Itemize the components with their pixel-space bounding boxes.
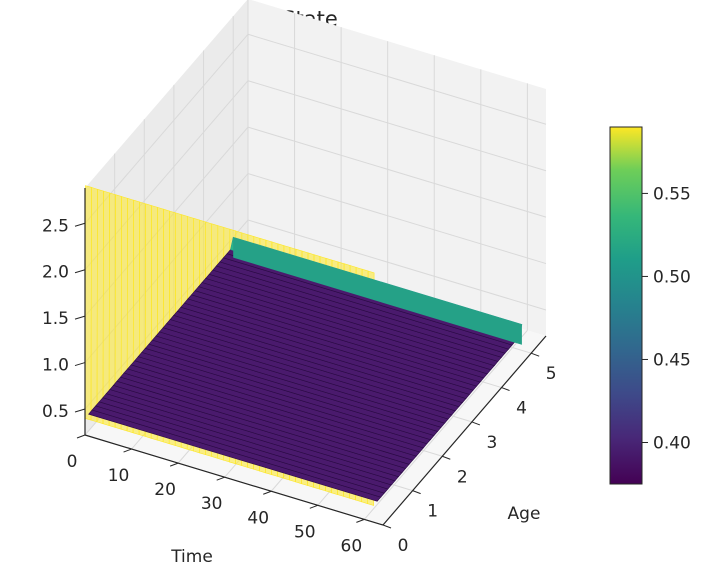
time-tick-label: 60 xyxy=(341,536,363,556)
time-axis-line xyxy=(84,434,384,526)
state-axis-ticks: 0.5 1.0 1.5 2.0 2.5 xyxy=(42,216,86,422)
state-tick-label: 1.5 xyxy=(42,309,69,329)
state-tick-mark xyxy=(74,222,86,227)
age-tick-mark xyxy=(471,421,481,426)
time-tick-label: 10 xyxy=(108,466,130,486)
surface-wall-cell xyxy=(96,188,104,425)
age-tick-label: 4 xyxy=(516,399,527,419)
time-tick-label: 30 xyxy=(201,494,223,514)
colorbar-tick-label: 0.45 xyxy=(653,350,691,370)
colorbar-ticks: 0.40 0.45 0.50 0.55 xyxy=(642,184,691,453)
state-tick-label: 1.0 xyxy=(42,356,69,376)
age-tick-mark xyxy=(531,352,540,357)
time-tick-mark xyxy=(216,476,225,481)
age-tick-label: 3 xyxy=(486,433,497,453)
state-tick-label: 2.5 xyxy=(42,216,69,236)
time-tick-label: 20 xyxy=(154,480,176,500)
colorbar: 0.40 0.45 0.50 0.55 xyxy=(609,126,691,485)
grid-line-state xyxy=(247,33,547,125)
time-tick-mark xyxy=(263,490,272,495)
time-tick-mark xyxy=(309,504,318,509)
grid-line-state xyxy=(247,80,547,172)
colorbar-tick-label: 0.55 xyxy=(653,184,691,204)
pane-back-time xyxy=(248,0,546,336)
grid-line-state xyxy=(247,126,547,218)
time-axis-ticks: 0 10 20 30 40 50 60 xyxy=(67,434,365,556)
surface-edge-age5-front xyxy=(233,237,522,345)
surface-plot xyxy=(84,185,523,506)
age-tick-label: 5 xyxy=(546,364,557,384)
y-axis-label: Age xyxy=(508,504,541,524)
x-axis-label: Time xyxy=(170,547,213,567)
age-tick-label: 1 xyxy=(427,502,438,522)
time-tick-label: 0 xyxy=(67,452,78,472)
age-axis-line xyxy=(382,335,547,526)
axes-edges xyxy=(84,188,547,526)
time-tick-mark xyxy=(356,518,365,523)
grid-line-state xyxy=(84,33,249,224)
grid-line-state xyxy=(247,219,547,311)
time-tick-label: 40 xyxy=(247,508,269,528)
time-tick-mark xyxy=(169,462,179,467)
age-tick-mark xyxy=(382,524,392,529)
state-tick-mark xyxy=(74,269,86,274)
surface-wall-cell xyxy=(102,190,110,427)
age-tick-label: 0 xyxy=(398,536,409,556)
state-tick-mark xyxy=(74,362,86,367)
grid-line-state xyxy=(247,173,547,265)
age-tick-label: 2 xyxy=(457,467,468,487)
state-tick-mark xyxy=(74,315,86,320)
state-tick-label: 2.0 xyxy=(42,263,69,283)
age-tick-mark xyxy=(412,490,421,495)
age-tick-mark xyxy=(501,387,510,392)
colorbar-bar xyxy=(609,126,643,485)
time-tick-mark xyxy=(123,448,132,453)
surface-wall-cell xyxy=(84,185,92,421)
state-tick-label: 0.5 xyxy=(42,402,69,422)
state-tick-mark xyxy=(74,408,86,413)
time-tick-label: 50 xyxy=(294,522,316,542)
surface-wall-cell xyxy=(90,186,98,423)
colorbar-tick-label: 0.40 xyxy=(653,433,691,453)
colorbar-tick-label: 0.50 xyxy=(653,267,691,287)
age-tick-mark xyxy=(442,455,451,460)
grid-line-time xyxy=(363,330,528,520)
time-tick-mark xyxy=(76,434,86,439)
